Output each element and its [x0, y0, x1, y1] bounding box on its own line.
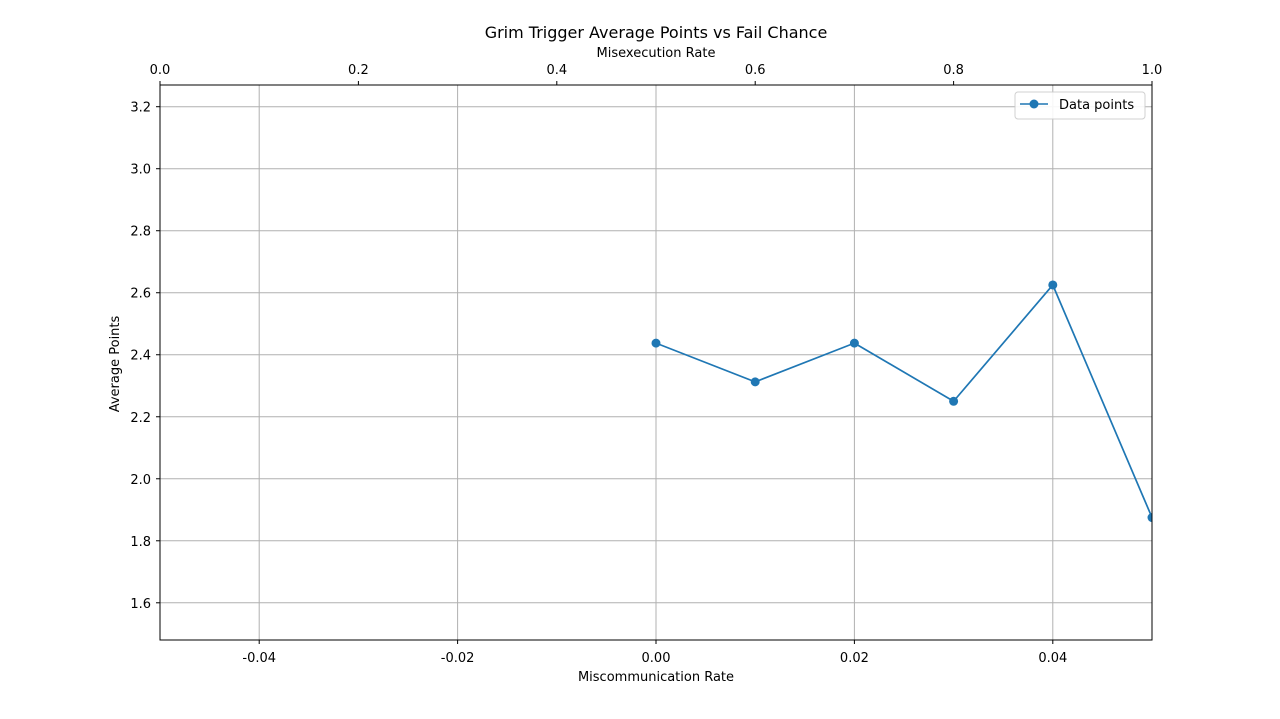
series-line — [655, 284, 1152, 518]
chart-title: Grim Trigger Average Points vs Fail Chan… — [485, 23, 828, 42]
x-axis-label: Miscommunication Rate — [578, 670, 734, 685]
x-tick-label: 0.02 — [840, 651, 869, 666]
y-tick-label: 2.6 — [130, 287, 151, 302]
plot-frame — [159, 84, 1153, 641]
legend-label: Data points — [1059, 98, 1134, 113]
data-point — [849, 338, 859, 348]
top-x-tick-label: 0.4 — [546, 63, 567, 78]
y-tick-label: 3.2 — [130, 101, 151, 116]
legend-point-marker — [1029, 99, 1039, 109]
axis-ticks: -0.04 -0.02 0.00 0.02 0.04 1.6 1.8 2.0 2.2 2.4 2.6… — [130, 63, 1162, 666]
y-tick-label: 2.8 — [130, 225, 151, 240]
y-tick-label: 3.0 — [130, 163, 151, 178]
data-point — [949, 396, 959, 406]
legend: Data points — [1014, 91, 1146, 120]
top-x-tick-label: 0.0 — [150, 63, 171, 78]
y-tick-label: 1.6 — [130, 597, 151, 612]
data-point — [651, 338, 661, 348]
top-x-tick-label: 0.6 — [745, 63, 766, 78]
series-data-points — [651, 280, 1152, 523]
y-axis-label: Average Points — [108, 315, 123, 412]
y-tick-label: 2.4 — [130, 349, 151, 364]
top-x-tick-label: 0.2 — [348, 63, 369, 78]
y-tick-label: 2.2 — [130, 411, 151, 426]
x-tick-label: -0.02 — [441, 651, 475, 666]
x-tick-label: -0.04 — [242, 651, 276, 666]
top-axis-label: Misexecution Rate — [597, 46, 716, 61]
x-tick-label: 0.04 — [1038, 651, 1067, 666]
series-layer — [651, 280, 1152, 523]
x-tick-label: 0.00 — [642, 651, 671, 666]
top-x-tick-label: 0.8 — [943, 63, 964, 78]
data-point — [1147, 513, 1152, 523]
data-point — [1048, 280, 1058, 290]
y-tick-label: 2.0 — [130, 473, 151, 488]
y-tick-label: 1.8 — [130, 535, 151, 550]
top-x-tick-label: 1.0 — [1142, 63, 1163, 78]
grid-lines — [160, 85, 1152, 640]
data-point — [750, 377, 760, 387]
legend-box — [1014, 91, 1146, 120]
